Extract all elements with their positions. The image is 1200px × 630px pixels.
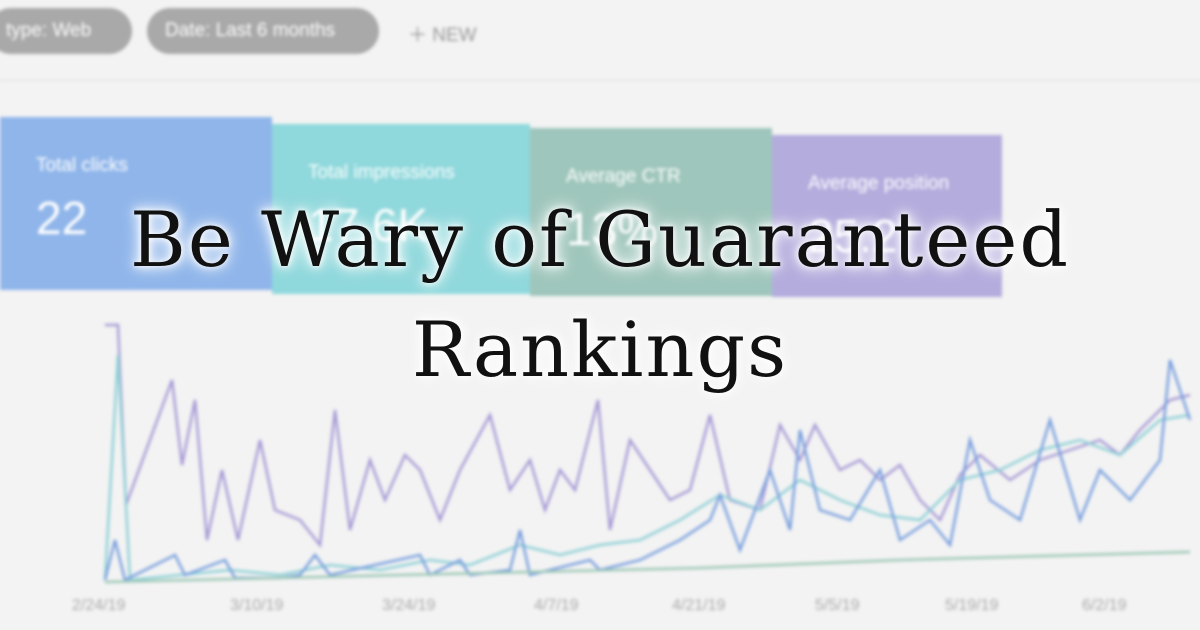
date-label: 3/10/19 xyxy=(230,597,284,614)
card-value: 25.2 xyxy=(808,210,898,262)
date-label: 2/24/19 xyxy=(72,597,126,614)
card-label: Average CTR xyxy=(566,166,681,187)
card-value: 22 xyxy=(36,192,88,244)
divider xyxy=(0,80,1200,81)
filter-chip[interactable]: Date: Last 6 months xyxy=(147,8,379,54)
card-label: Average position xyxy=(808,173,950,194)
baseline-line xyxy=(104,550,1191,584)
title-line: Be Wary of Guaranteed xyxy=(130,195,1070,284)
card-value: 13% xyxy=(566,203,659,255)
date-label: 3/24/19 xyxy=(382,597,436,614)
metric-card: Average CTR 13% xyxy=(530,128,772,296)
date-label: 6/2/19 xyxy=(1082,597,1127,614)
ctr-line xyxy=(103,354,1191,582)
date-label: 5/5/19 xyxy=(815,597,860,614)
card-label: Total clicks xyxy=(36,155,128,176)
new-label: NEW xyxy=(432,25,477,46)
date-label: 5/19/19 xyxy=(945,597,999,614)
title-line: Rankings xyxy=(411,305,789,394)
date-label: 4/21/19 xyxy=(672,597,726,614)
new-button[interactable]: ＋ NEW xyxy=(408,25,477,46)
card-label: Total impressions xyxy=(308,162,455,183)
date-label: 4/7/19 xyxy=(534,597,579,614)
metric-card: Total clicks 22 xyxy=(0,117,272,290)
metric-card: Average position 25.2 xyxy=(772,135,1002,297)
card-value: 17.6K xyxy=(308,199,429,251)
metric-card: Total impressions 17.6K xyxy=(272,124,530,294)
filter-chip[interactable]: type: Web xyxy=(0,8,132,54)
position-line xyxy=(105,323,1191,549)
